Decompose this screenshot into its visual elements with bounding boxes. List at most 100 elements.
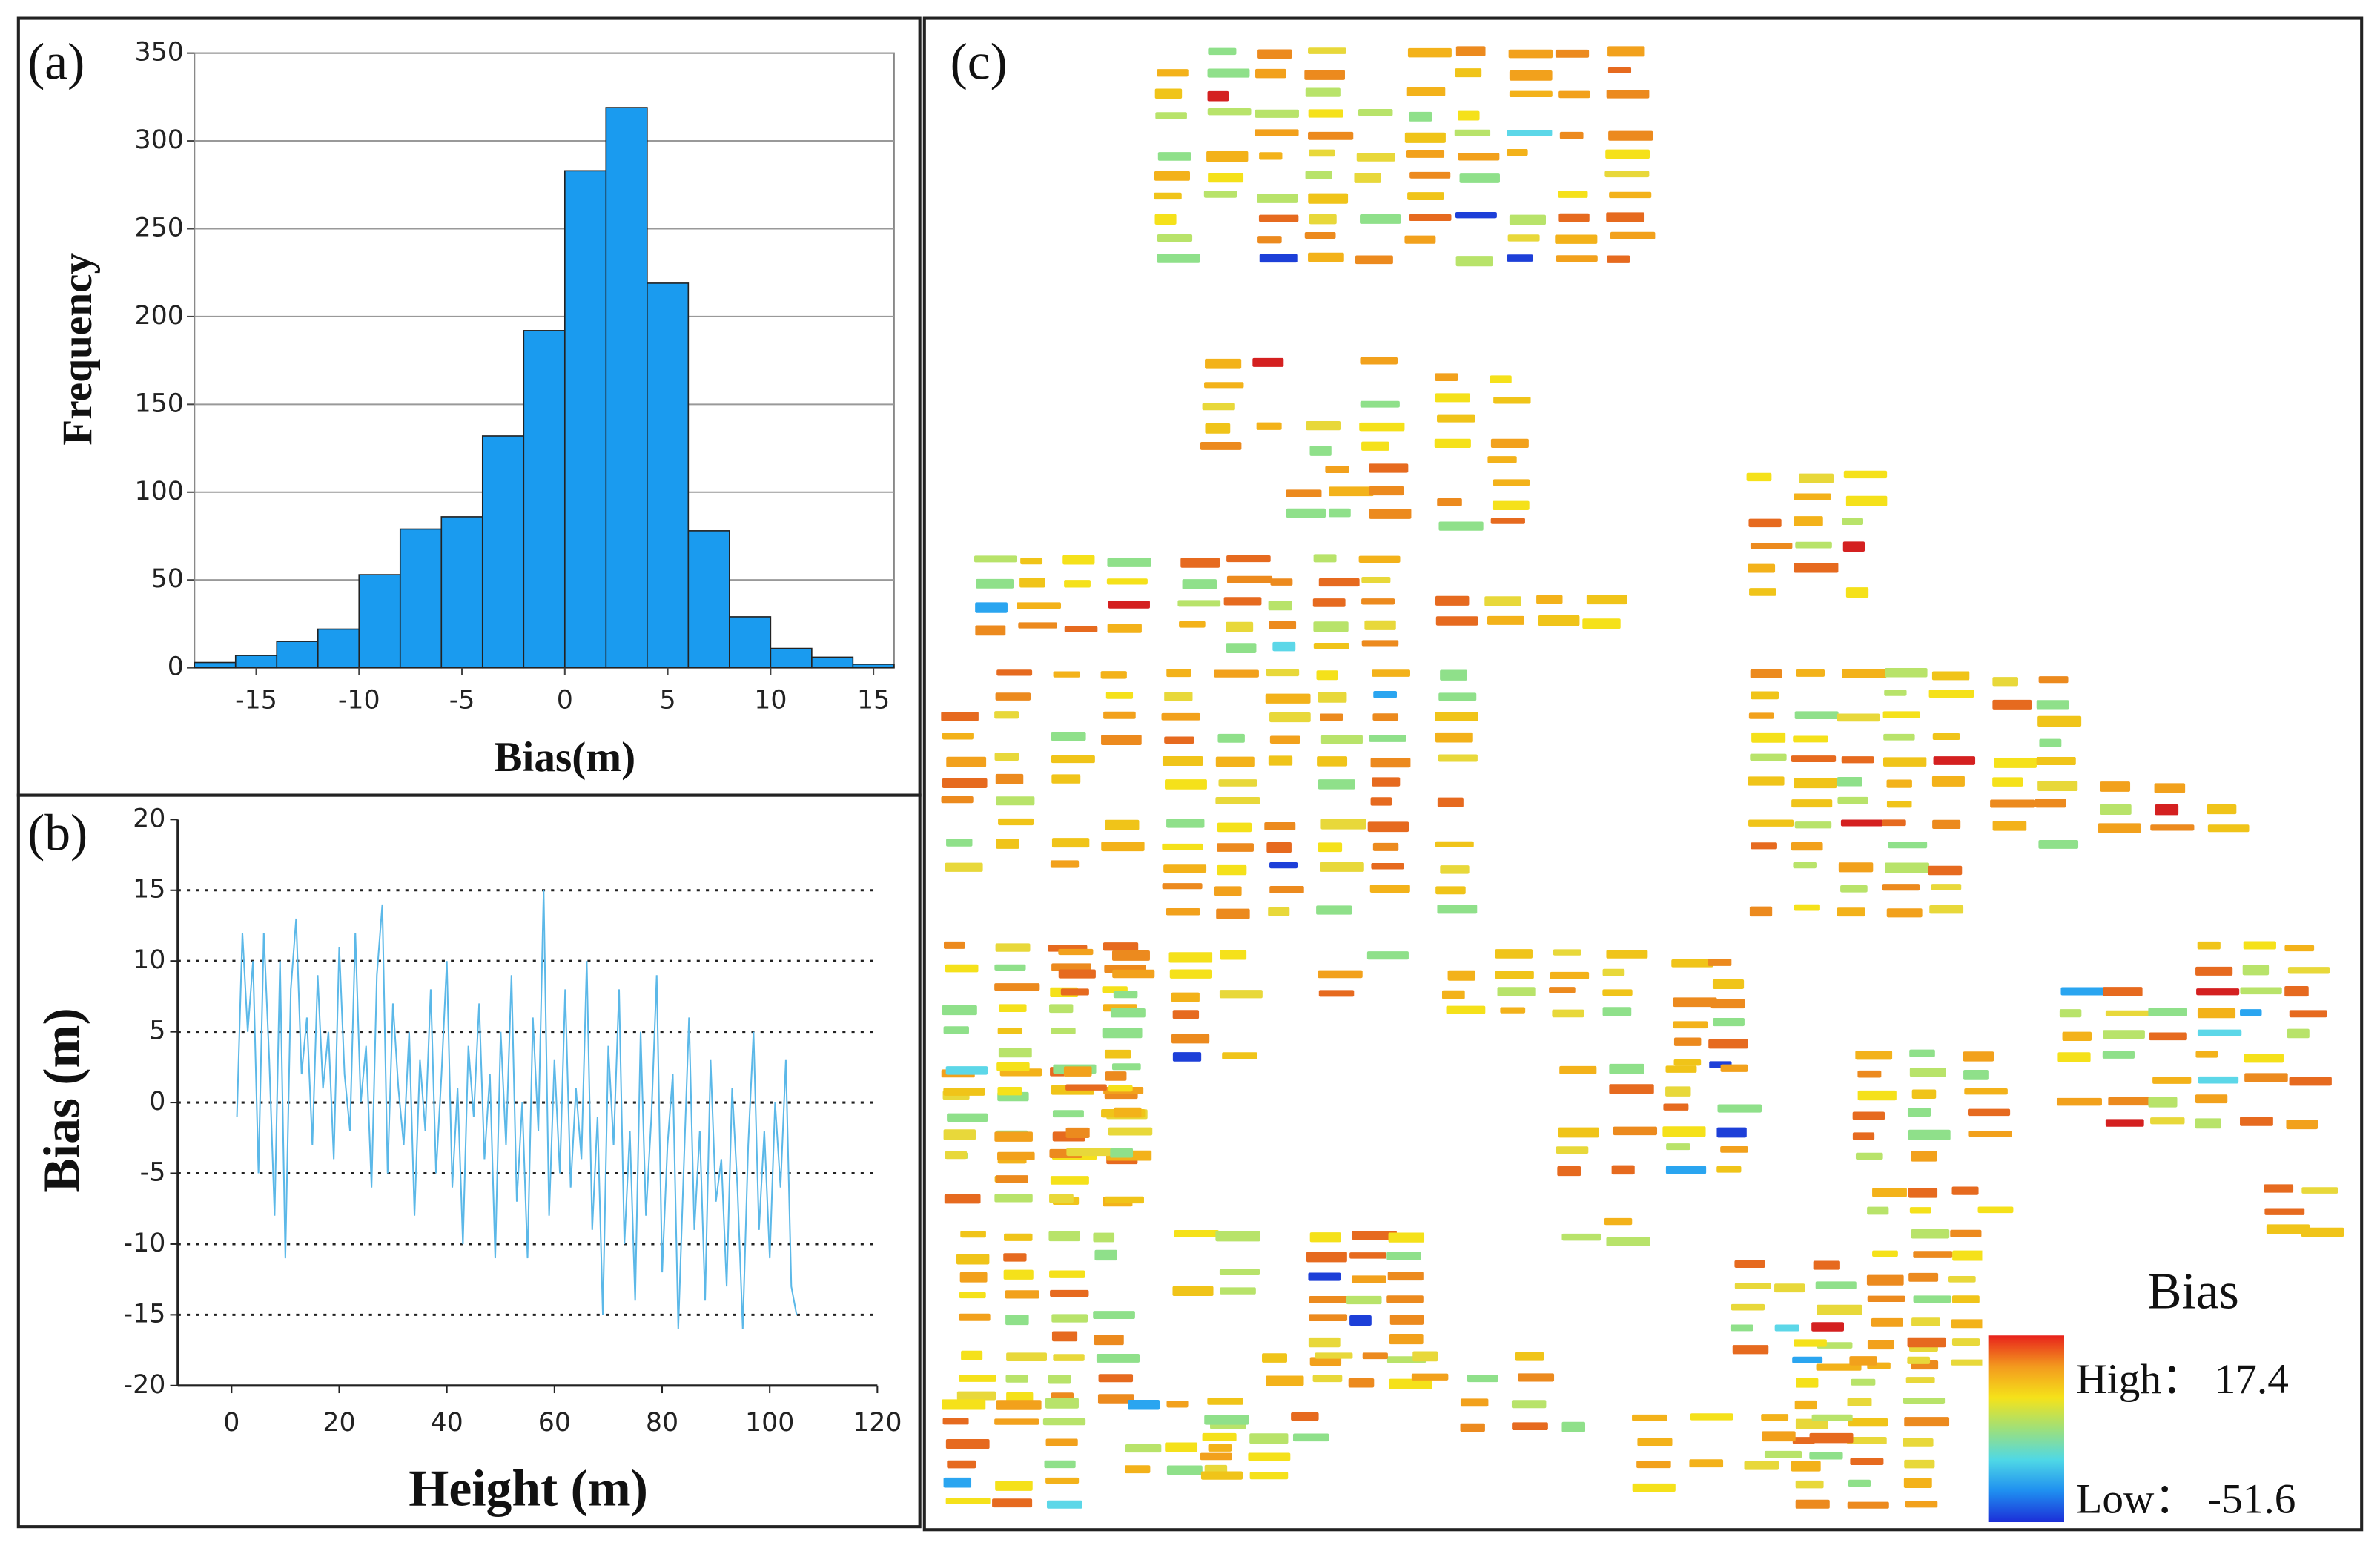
building xyxy=(1606,89,1650,99)
building xyxy=(1842,541,1865,552)
building xyxy=(1665,1166,1707,1174)
building xyxy=(1111,950,1150,961)
building xyxy=(1065,1127,1090,1138)
building xyxy=(1774,1283,1805,1293)
y-tick-label: 150 xyxy=(135,389,184,418)
building xyxy=(997,1151,1035,1161)
building xyxy=(1105,819,1140,830)
bar xyxy=(729,616,772,669)
building xyxy=(1058,969,1096,979)
building xyxy=(975,625,1006,636)
building xyxy=(1222,1052,1257,1059)
building xyxy=(1911,1151,1937,1162)
building xyxy=(995,692,1031,701)
building xyxy=(1508,49,1553,59)
building xyxy=(2038,839,2079,849)
building xyxy=(2264,1184,2294,1193)
building xyxy=(994,1194,1033,1203)
building xyxy=(1208,173,1244,183)
y-tick-label: 250 xyxy=(135,213,184,242)
building xyxy=(1309,1296,1355,1303)
building xyxy=(1094,1249,1117,1261)
building xyxy=(1309,1314,1348,1322)
building xyxy=(1487,456,1517,463)
building xyxy=(1903,1478,1932,1488)
building xyxy=(1817,1304,1862,1315)
building xyxy=(1608,130,1653,141)
building xyxy=(1266,669,1300,677)
building xyxy=(2149,1032,2187,1041)
building xyxy=(2197,1029,2242,1036)
building xyxy=(1269,712,1311,723)
building xyxy=(1215,1231,1260,1242)
building xyxy=(1304,231,1336,239)
building xyxy=(1103,942,1139,951)
building xyxy=(1793,862,1817,869)
building xyxy=(1313,554,1337,563)
building xyxy=(1558,191,1588,198)
building xyxy=(1411,1373,1449,1381)
building xyxy=(1372,777,1401,787)
building xyxy=(942,1418,969,1425)
building xyxy=(1169,969,1212,979)
building xyxy=(1490,375,1512,384)
building xyxy=(1351,1275,1386,1283)
building xyxy=(1101,842,1145,852)
building xyxy=(946,839,973,847)
building xyxy=(959,1292,986,1299)
building xyxy=(1555,234,1598,244)
x-tick-label: 5 xyxy=(660,686,676,715)
building xyxy=(1264,821,1296,831)
y-tick-label: 10 xyxy=(133,945,165,975)
building xyxy=(1266,842,1292,853)
building xyxy=(945,1498,991,1504)
building xyxy=(1157,234,1193,242)
building xyxy=(1908,1188,1938,1198)
building xyxy=(946,756,987,767)
building xyxy=(1857,1090,1897,1101)
building xyxy=(1558,213,1590,222)
colorbar xyxy=(1988,1335,2064,1523)
building xyxy=(1249,1433,1289,1444)
building xyxy=(942,733,974,740)
building xyxy=(1004,1233,1033,1241)
building xyxy=(1816,1363,1862,1371)
building xyxy=(1018,622,1057,629)
bar xyxy=(563,170,607,669)
building xyxy=(1606,950,1648,959)
y-tick-label: 0 xyxy=(149,1087,165,1117)
building xyxy=(1796,1378,1819,1388)
building xyxy=(1963,1051,1994,1062)
building xyxy=(1359,422,1405,432)
building xyxy=(1509,214,1546,225)
building xyxy=(996,839,1019,849)
building xyxy=(1931,671,1970,681)
building xyxy=(1791,755,1837,762)
building xyxy=(1809,1432,1854,1444)
building xyxy=(1492,500,1530,510)
building xyxy=(1950,1229,1982,1237)
building xyxy=(1051,755,1095,764)
building xyxy=(1761,1414,1789,1421)
building xyxy=(1602,968,1625,976)
building xyxy=(1208,47,1237,56)
building xyxy=(1309,149,1335,157)
building xyxy=(1872,1188,1907,1197)
building xyxy=(1607,67,1632,73)
building xyxy=(1045,1477,1080,1484)
building xyxy=(1105,691,1134,699)
building xyxy=(2057,1052,2091,1062)
building xyxy=(1409,214,1452,222)
building xyxy=(1058,948,1094,956)
bar xyxy=(647,282,690,669)
building xyxy=(1750,669,1782,678)
legend-title: Bias xyxy=(2147,1263,2239,1320)
building xyxy=(1306,1252,1347,1263)
building xyxy=(2195,1094,2228,1104)
building xyxy=(1460,1423,1485,1432)
building xyxy=(1049,1270,1085,1278)
building xyxy=(1809,1452,1843,1460)
building xyxy=(1750,542,1793,549)
building xyxy=(1205,423,1231,434)
building xyxy=(1389,1378,1432,1389)
